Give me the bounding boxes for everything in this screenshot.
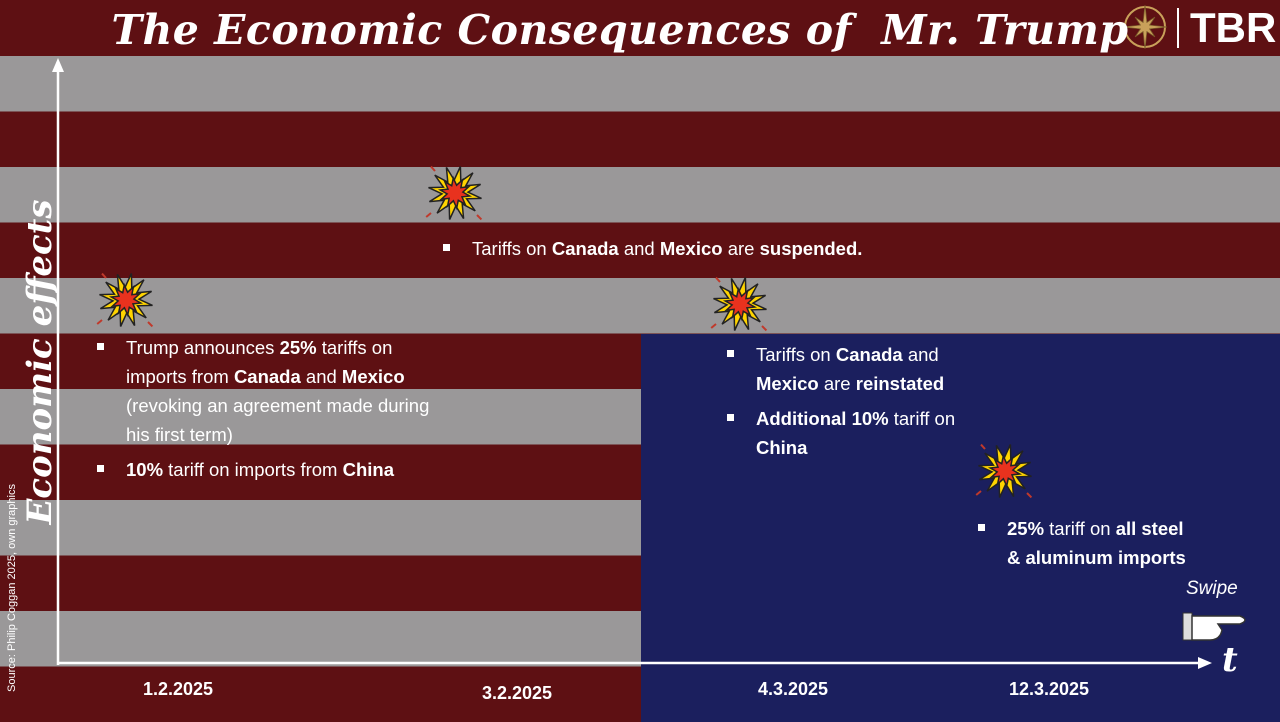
logo: TBR [1190, 4, 1277, 51]
swipe-hand [1182, 612, 1246, 641]
explosion-spark [980, 443, 986, 450]
source: Source: Philip Coggan 2025, own graphics [6, 484, 18, 692]
bullet-text: and [300, 366, 342, 387]
hand [1191, 615, 1246, 641]
explosion-spark [761, 325, 768, 332]
event-text: 25% tariff on all steel & aluminum impor… [978, 514, 1193, 578]
explosion-spark [430, 165, 436, 172]
x-axis-label: t [1222, 640, 1238, 680]
explosion-inner [108, 282, 144, 318]
explosion-inner [437, 175, 473, 211]
bullet-text: Canada [551, 238, 619, 259]
event-text: Tariffs on Canada and Mexico are suspend… [443, 234, 963, 269]
bullet-text: (revoking an agreement made during his f… [126, 395, 430, 445]
event-date: 1.2.2025 [142, 679, 214, 699]
bullet-text: suspended. [759, 238, 863, 259]
title-bar [0, 0, 1280, 56]
bullet-text: and [618, 238, 660, 259]
explosion-spark [476, 214, 483, 221]
stripe [0, 111, 1280, 168]
bullet-text: Mexico [341, 366, 405, 387]
explosion-icon [425, 165, 483, 221]
bullet: Additional 10% tariff on China [727, 404, 977, 462]
explosion-spark [147, 321, 154, 328]
bullet-text: China [756, 437, 808, 458]
stripe [0, 278, 1280, 334]
bullet-text: tariffs on imports from [126, 337, 393, 387]
bullet-text: Canada [835, 344, 903, 365]
bullet-text: tariff on [1044, 518, 1116, 539]
explosion-spark [96, 319, 103, 325]
event-date: 12.3.2025 [1008, 679, 1090, 699]
y-axis-arrow [52, 58, 64, 72]
stripe [0, 167, 1280, 223]
explosion-spark [1026, 492, 1033, 499]
bullet-text: 25% [1007, 518, 1045, 539]
event-date: 4.3.2025 [757, 679, 829, 699]
explosion-spark [425, 212, 432, 218]
explosion-icon [96, 272, 154, 328]
bullet-text: all steel & aluminum imports [1007, 518, 1186, 568]
bullet-text: Additional 10% [756, 408, 889, 429]
explosion-icon [710, 276, 768, 332]
y-axis-label: Economic effects [20, 199, 60, 525]
explosion-inner [722, 286, 758, 322]
bullet-text: China [342, 459, 394, 480]
explosion-inner [987, 453, 1023, 489]
bullet-text: Tariffs on [756, 344, 836, 365]
x-axis-arrow [1198, 657, 1212, 669]
bullet-text: Mexico [756, 373, 819, 394]
explosion-icon [975, 443, 1033, 499]
bullet: 10% tariff on imports from China [97, 455, 457, 484]
event-date: 3.2.2025 [481, 683, 553, 703]
explosion-spark [101, 272, 107, 279]
bullet-text: Canada [233, 366, 301, 387]
bullet-text: 10% [126, 459, 164, 480]
stripe [0, 56, 1280, 112]
stripe [0, 222, 1280, 279]
explosion-spark [975, 490, 982, 496]
explosion-spark [715, 276, 721, 283]
swipe-label[interactable]: Swipe [1186, 578, 1238, 599]
bullet-text: are [722, 238, 760, 259]
bullet-text: Mexico [659, 238, 723, 259]
bullet-text: Trump announces [126, 337, 280, 358]
bullet-text: tariff on [888, 408, 956, 429]
hand-cuff [1182, 612, 1193, 641]
logo-compass [1122, 4, 1168, 50]
bullet: Tariffs on Canada and Mexico are reinsta… [727, 340, 977, 398]
bullet: Tariffs on Canada and Mexico are suspend… [443, 234, 963, 263]
bullet-text: and [902, 344, 939, 365]
event-text: Trump announces 25% tariffs on imports f… [97, 333, 457, 490]
explosion-spark [710, 323, 717, 329]
event-text: Tariffs on Canada and Mexico are reinsta… [727, 340, 977, 468]
bullet-text: tariff on imports from [163, 459, 343, 480]
bullet-text: Tariffs on [472, 238, 552, 259]
bullet-text: reinstated [855, 373, 945, 394]
bullet-text: are [818, 373, 856, 394]
bullet: 25% tariff on all steel & aluminum impor… [978, 514, 1193, 572]
bullet-text: 25% [279, 337, 317, 358]
bullet: Trump announces 25% tariffs on imports f… [97, 333, 457, 449]
title: The Economic Consequences of Mr. Trump [111, 6, 1129, 54]
blue-panel [641, 334, 1280, 722]
